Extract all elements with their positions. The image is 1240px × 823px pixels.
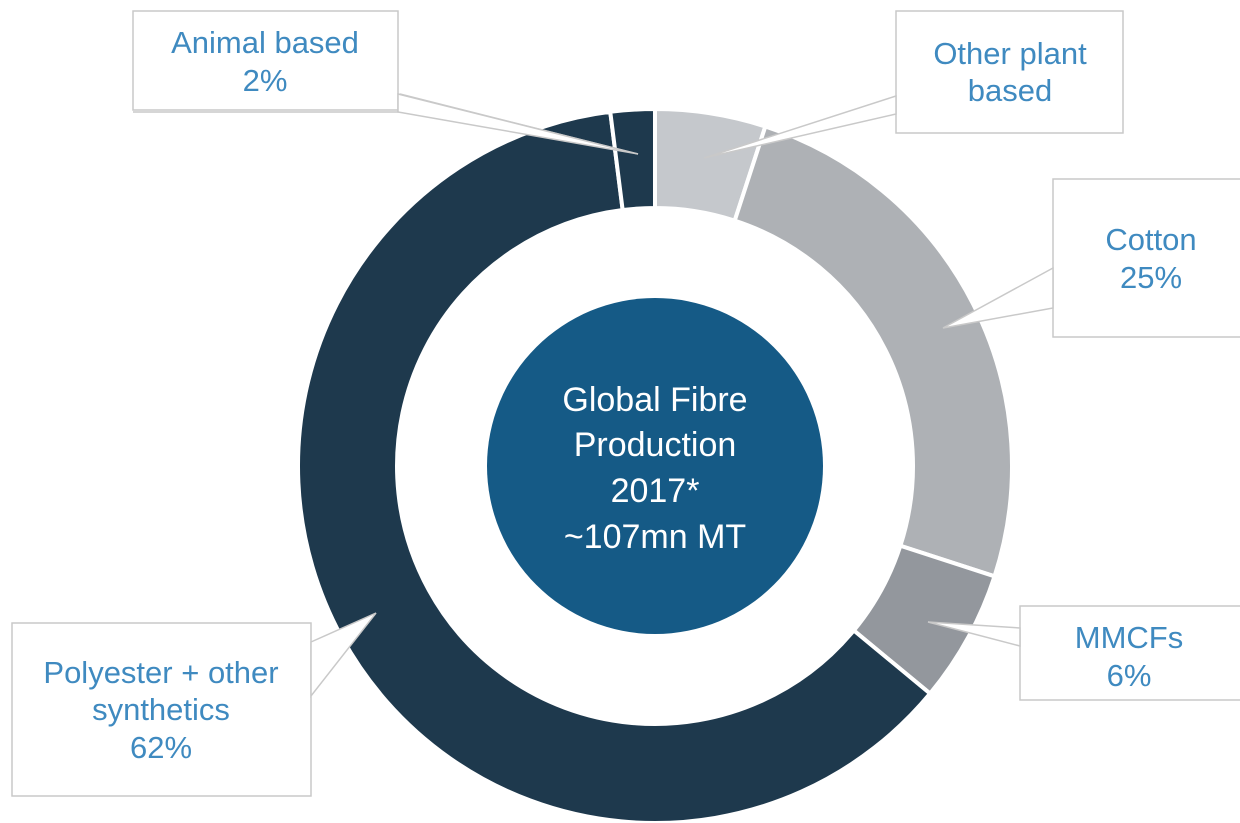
label-polyester-line-1: Polyester + other (43, 655, 278, 690)
callout-box (11, 622, 312, 797)
slice-animal-based (608, 106, 657, 213)
donut-slices (295, 106, 1014, 823)
label-polyester-line-2: synthetics (92, 692, 230, 727)
label-animal-based-line-1: Animal based (171, 25, 359, 60)
label-cotton-line-2: 25% (1120, 260, 1182, 295)
label-other-plant-line-2: based (968, 73, 1052, 108)
label-other-plant-line-1: Other plant (933, 36, 1087, 71)
callout-pointer (927, 621, 1021, 647)
label-cotton-line-1: Cotton (1105, 222, 1196, 257)
callout-box (895, 10, 1124, 134)
callout-box (1052, 178, 1240, 338)
callout-pointer (310, 612, 377, 699)
callout-cotton: Cotton 25% (942, 178, 1240, 338)
callout-mmcfs: MMCFs 6% (927, 605, 1240, 701)
callout-animal-based: Animal based 2% (132, 10, 639, 155)
center-text-line-3: 2017* (611, 472, 700, 510)
callout-pointer (942, 266, 1054, 329)
center-text-line-1: Global Fibre (562, 381, 747, 419)
donut-center: Global Fibre Production 2017* ~107mn MT (487, 298, 823, 634)
label-mmcfs-line-1: MMCFs (1075, 620, 1183, 655)
callout-pointer (703, 94, 897, 159)
center-circle (487, 298, 823, 634)
callout-box (132, 10, 399, 111)
slice-polyester-other-synthetics (295, 109, 933, 823)
callout-polyester: Polyester + other synthetics 62% (11, 612, 377, 797)
center-text-line-2: Production (574, 426, 737, 464)
label-mmcfs-line-2: 6% (1107, 658, 1152, 693)
callout-other-plant-based: Other plant based (703, 10, 1124, 159)
callout-pointer (397, 93, 639, 155)
center-text-line-4: ~107mn MT (564, 518, 746, 556)
callout-box (1019, 605, 1240, 701)
slice-cotton (732, 123, 1014, 579)
label-polyester-line-3: 62% (130, 730, 192, 765)
label-animal-based-line-2: 2% (243, 63, 288, 98)
